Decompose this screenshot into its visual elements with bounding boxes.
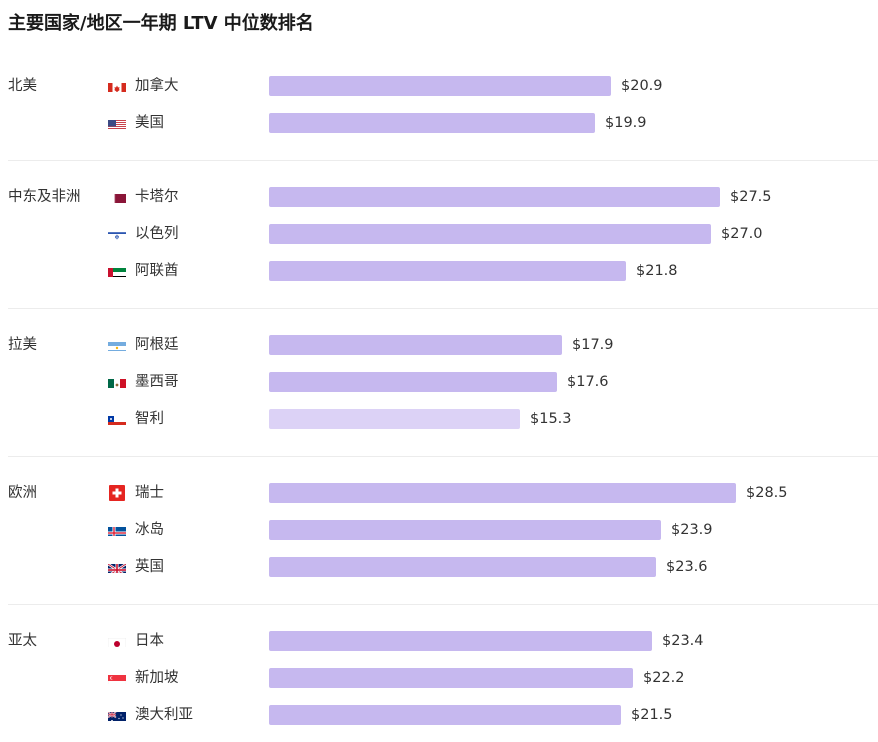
flag-qatar-icon — [108, 191, 126, 203]
group-divider — [8, 308, 878, 309]
value-label: $15.3 — [530, 411, 572, 427]
ltv-bar — [269, 705, 621, 725]
chart-row: 美国 $19.9 — [0, 113, 878, 150]
ltv-bar — [269, 76, 611, 96]
flag-switzerland-icon — [109, 485, 125, 501]
ltv-bar — [269, 483, 736, 503]
value-label: $20.9 — [621, 78, 663, 94]
flag-singapore-icon — [108, 672, 126, 684]
chart-row: 北美 加拿大 $20.9 — [0, 76, 878, 113]
ltv-bar — [269, 520, 661, 540]
ltv-bar — [269, 409, 520, 429]
region-label: 拉美 — [8, 337, 37, 353]
chart-row: 阿联酋 $21.8 — [0, 261, 878, 298]
chart-row: 亚太 日本 $23.4 — [0, 631, 878, 668]
chart-row: 英国 $23.6 — [0, 557, 878, 594]
value-label: $22.2 — [643, 670, 685, 686]
country-label: 新加坡 — [135, 670, 179, 686]
ltv-bar — [269, 557, 656, 577]
ltv-bar — [269, 113, 595, 133]
value-label: $23.9 — [671, 522, 713, 538]
country-label: 墨西哥 — [135, 374, 179, 390]
value-label: $17.9 — [572, 337, 614, 353]
group-divider — [8, 456, 878, 457]
region-label: 中东及非洲 — [8, 189, 81, 205]
country-label: 澳大利亚 — [135, 707, 193, 723]
value-label: $17.6 — [567, 374, 609, 390]
chart-row: 以色列 $27.0 — [0, 224, 878, 261]
value-label: $28.5 — [746, 485, 788, 501]
country-label: 卡塔尔 — [135, 189, 179, 205]
chart-row: 中东及非洲 卡塔尔 $27.5 — [0, 187, 878, 224]
ltv-bar — [269, 668, 633, 688]
flag-usa-icon — [108, 117, 126, 129]
country-label: 瑞士 — [135, 485, 164, 501]
country-label: 美国 — [135, 115, 164, 131]
region-label: 欧洲 — [8, 485, 37, 501]
value-label: $23.6 — [666, 559, 708, 575]
value-label: $21.8 — [636, 263, 678, 279]
value-label: $19.9 — [605, 115, 647, 131]
country-label: 英国 — [135, 559, 164, 575]
country-label: 阿根廷 — [135, 337, 179, 353]
ltv-bar — [269, 224, 711, 244]
value-label: $23.4 — [662, 633, 704, 649]
flag-uae-icon — [108, 265, 126, 277]
chart-row: 新加坡 $22.2 — [0, 668, 878, 705]
ltv-bar — [269, 372, 557, 392]
flag-australia-icon — [108, 709, 126, 721]
chart-row: 墨西哥 $17.6 — [0, 372, 878, 409]
country-label: 智利 — [135, 411, 164, 427]
flag-mexico-icon — [108, 376, 126, 388]
chart-row: 澳大利亚 $21.5 — [0, 705, 878, 742]
value-label: $27.0 — [721, 226, 763, 242]
flag-japan-icon — [108, 635, 126, 647]
chart-row: 智利 $15.3 — [0, 409, 878, 446]
chart-title: 主要国家/地区一年期 LTV 中位数排名 — [8, 13, 314, 34]
flag-uk-icon — [108, 561, 126, 573]
region-label: 亚太 — [8, 633, 37, 649]
country-label: 以色列 — [135, 226, 179, 242]
country-label: 冰岛 — [135, 522, 164, 538]
flag-chile-icon — [108, 413, 126, 425]
chart-row: 拉美 阿根廷 $17.9 — [0, 335, 878, 372]
flag-canada-icon — [108, 80, 126, 92]
country-label: 日本 — [135, 633, 164, 649]
group-divider — [8, 604, 878, 605]
ltv-bar — [269, 187, 720, 207]
flag-israel-icon — [108, 228, 126, 240]
chart-row: 欧洲 瑞士 $28.5 — [0, 483, 878, 520]
country-label: 加拿大 — [135, 78, 179, 94]
ltv-bar — [269, 335, 562, 355]
ltv-bar — [269, 631, 652, 651]
flag-iceland-icon — [108, 524, 126, 536]
ltv-bar — [269, 261, 626, 281]
flag-argentina-icon — [108, 339, 126, 351]
group-divider — [8, 160, 878, 161]
value-label: $21.5 — [631, 707, 673, 723]
region-label: 北美 — [8, 78, 37, 94]
value-label: $27.5 — [730, 189, 772, 205]
country-label: 阿联酋 — [135, 263, 179, 279]
chart-row: 冰岛 $23.9 — [0, 520, 878, 557]
